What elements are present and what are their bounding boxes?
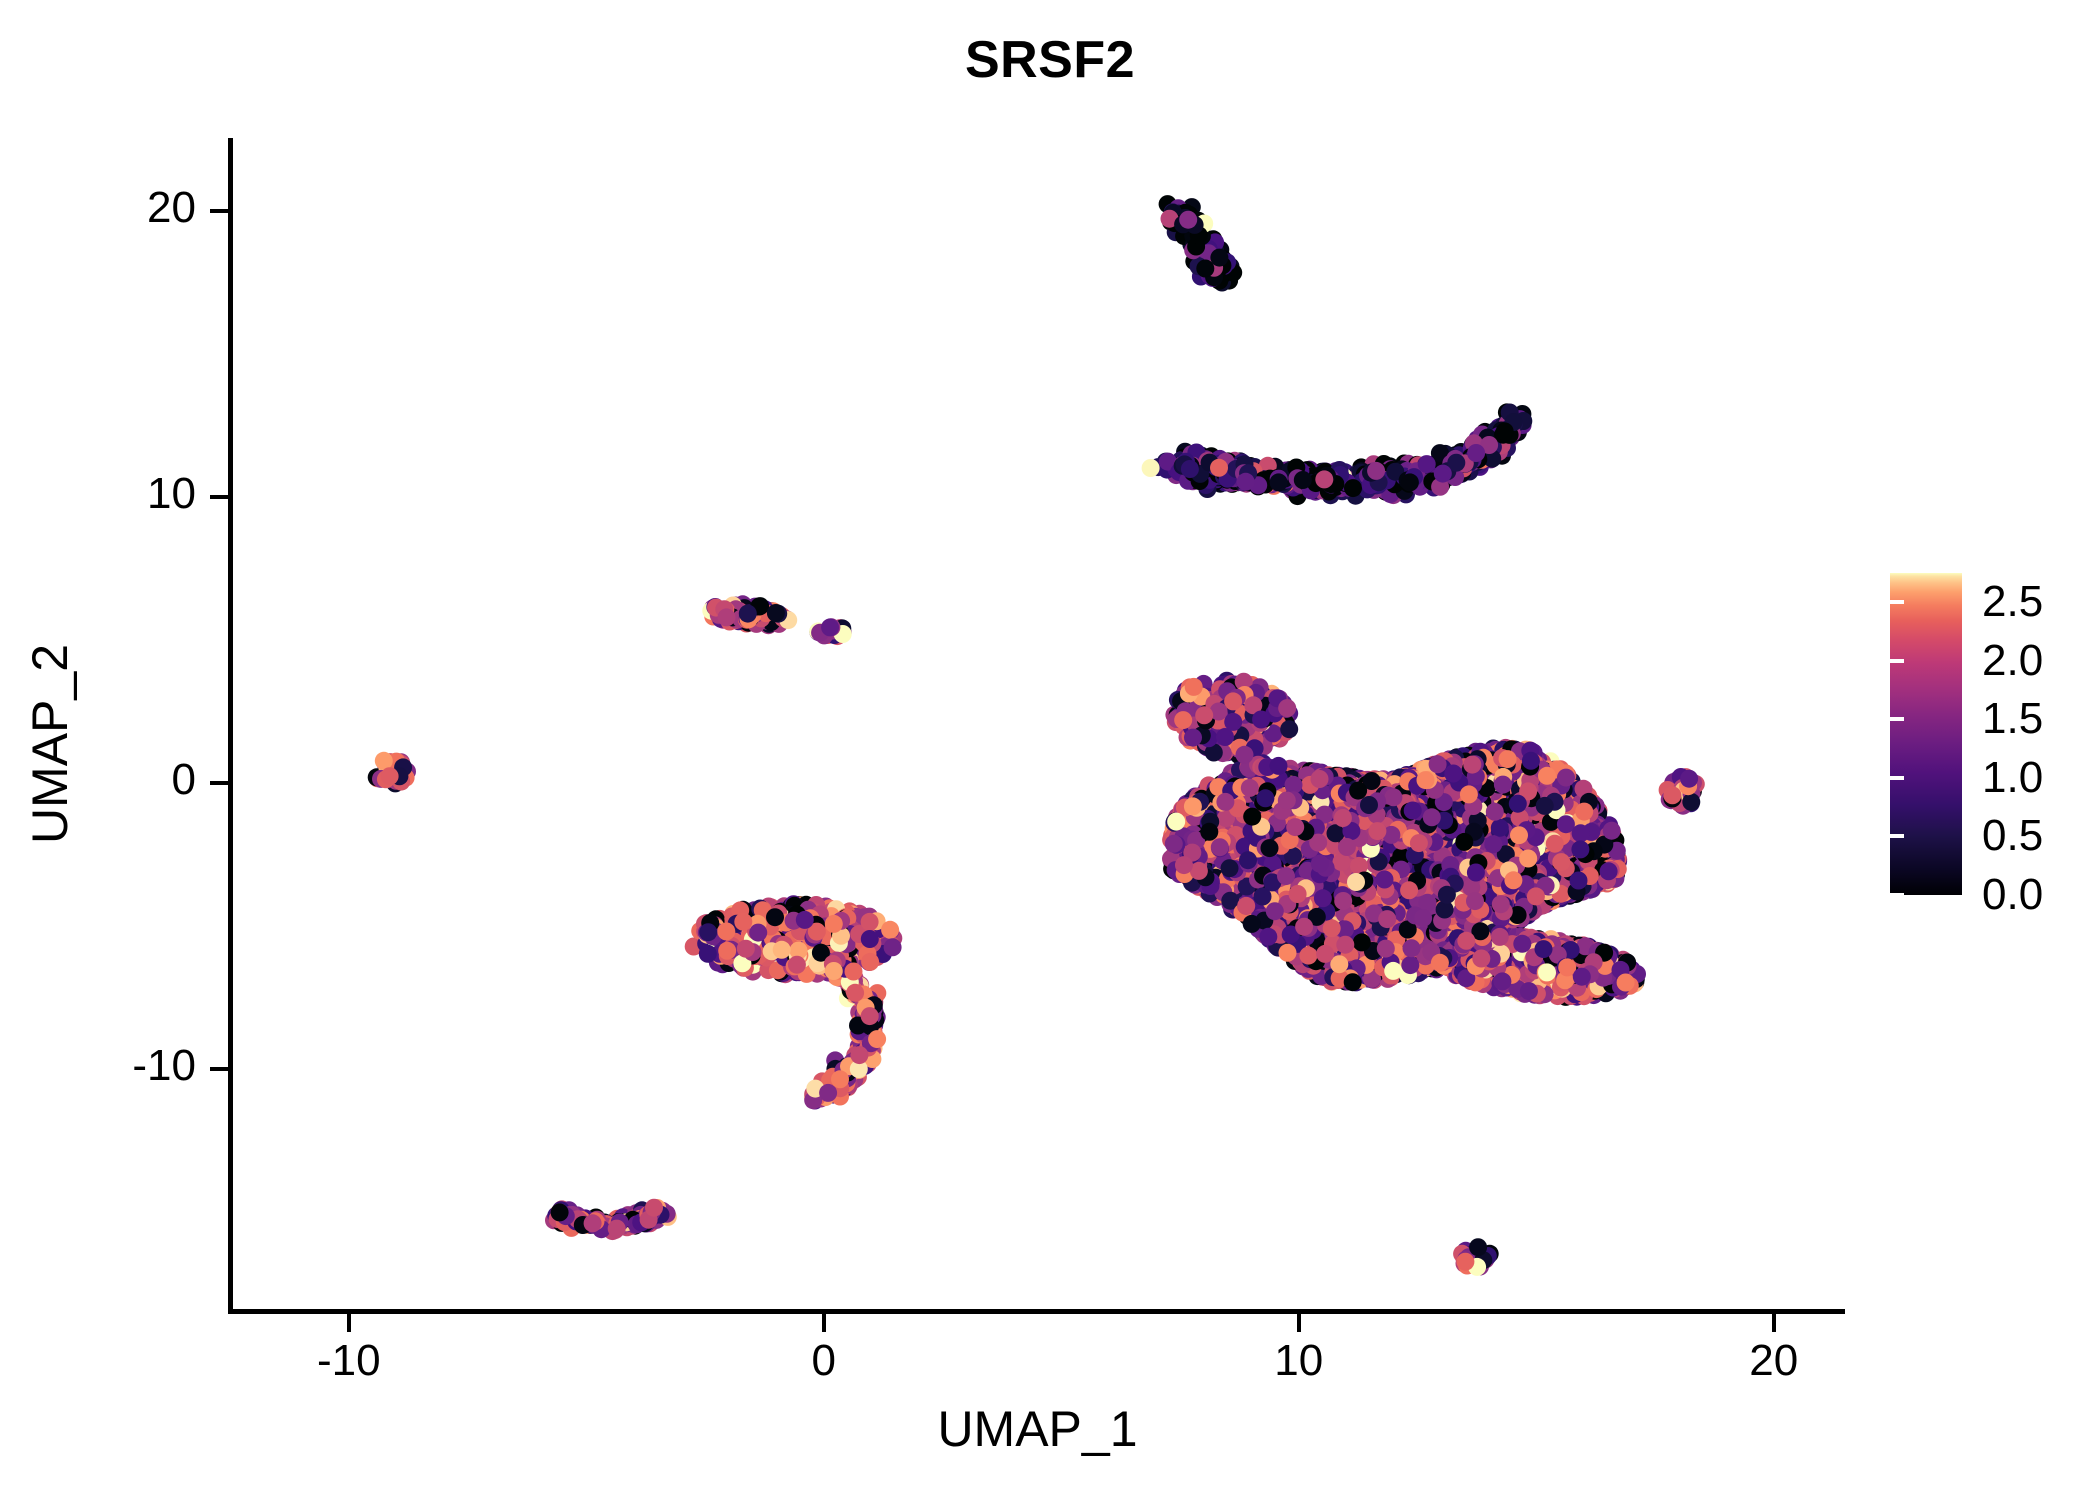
x-tick-mark	[821, 1314, 826, 1332]
y-tick-mark	[210, 209, 228, 214]
x-tick-label: 0	[811, 1336, 836, 1385]
colorbar-gradient	[1890, 573, 1962, 895]
colorbar-tick-mark	[2066, 834, 2080, 839]
colorbar-tick-mark	[2066, 600, 2080, 605]
y-tick-label: 0	[171, 755, 196, 805]
y-tick-mark	[210, 495, 228, 500]
colorbar-tick-mark	[2066, 717, 2080, 722]
x-tick-label: 20	[1749, 1336, 1799, 1385]
colorbar-tick-mark	[1890, 893, 1904, 897]
x-tick-label: -10	[316, 1336, 381, 1385]
x-tick-mark	[1771, 1314, 1776, 1332]
colorbar-tick-mark	[1890, 717, 1904, 722]
y-tick-label: 10	[147, 469, 196, 519]
colorbar-tick-mark	[1890, 658, 1904, 663]
plot-panel	[230, 140, 1845, 1312]
y-tick-label: -10	[132, 1041, 196, 1091]
colorbar-tick-label: 1.0	[1982, 752, 2044, 802]
x-axis-label: UMAP_1	[937, 1401, 1138, 1457]
x-axis-line	[228, 1309, 1845, 1314]
colorbar-legend: 0.0 0.5 1.0 1.5 2.0 2.5	[1890, 573, 2080, 919]
x-tick-mark	[346, 1314, 351, 1332]
x-tick-mark	[1296, 1314, 1301, 1332]
y-axis-line	[228, 138, 233, 1314]
colorbar-tick-label: 2.5	[1982, 577, 2044, 627]
x-tick-label: 10	[1274, 1336, 1324, 1385]
colorbar-tick-mark	[1890, 775, 1904, 780]
y-tick-label: 20	[147, 183, 196, 233]
y-tick-mark	[210, 1067, 228, 1072]
page-title: SRSF2	[964, 31, 1136, 89]
colorbar-tick-mark	[2066, 775, 2080, 780]
y-axis-label: UMAP_2	[22, 643, 78, 845]
colorbar-tick-label: 1.5	[1982, 694, 2044, 744]
colorbar-tick-label: 0.5	[1982, 811, 2044, 861]
colorbar-tick-mark	[1890, 600, 1904, 605]
colorbar-tick-mark	[1890, 834, 1904, 839]
colorbar-tick-mark	[2066, 893, 2080, 897]
scatter-points-layer	[367, 195, 1705, 1276]
colorbar-tick-label: 2.0	[1982, 635, 2044, 685]
colorbar-tick-mark	[2066, 658, 2080, 663]
colorbar-tick-label: 0.0	[1982, 870, 2044, 919]
y-tick-mark	[210, 781, 228, 786]
